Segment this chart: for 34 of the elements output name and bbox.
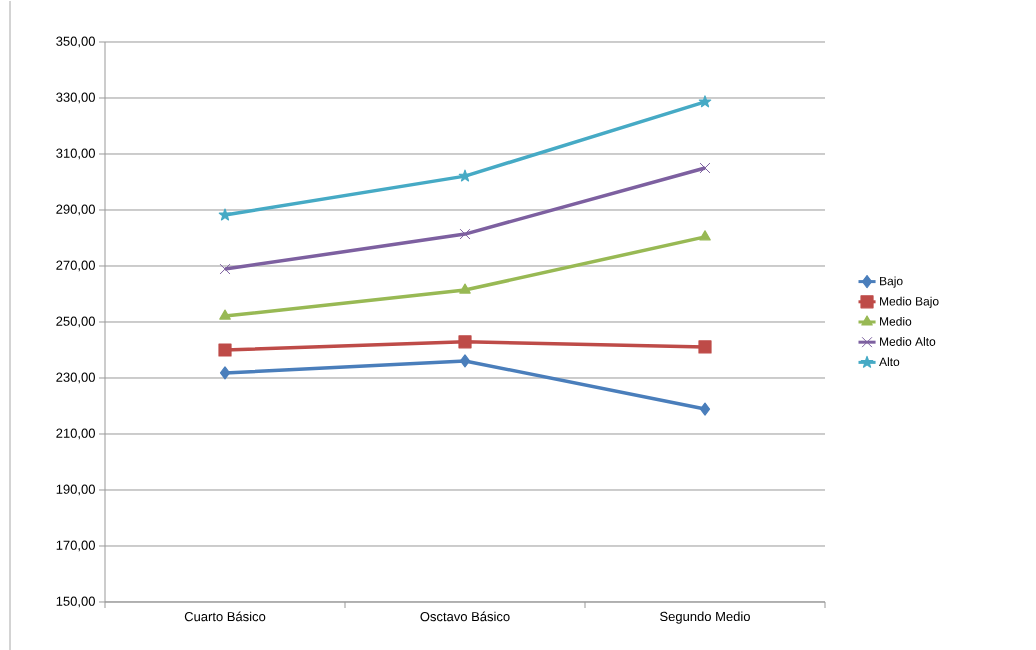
y-tick-label: 210,00 [56, 428, 95, 440]
x-tick-label: Segundo Medio [660, 611, 750, 624]
point [458, 169, 472, 182]
y-tick-label: 330,00 [56, 92, 95, 104]
y-tick-label: 310,00 [56, 148, 95, 160]
legend-label: Medio Bajo [880, 296, 939, 308]
y-tick-label: 150,00 [56, 596, 95, 608]
y-tick-label: 190,00 [56, 484, 95, 496]
point [219, 366, 231, 380]
point [219, 263, 231, 275]
legend-label: Medio [880, 316, 912, 326]
legend-label: Medio Alto [880, 336, 936, 346]
point [458, 335, 472, 349]
point [699, 402, 711, 416]
y-tick-label: 170,00 [56, 540, 95, 552]
y-tick-label: 290,00 [56, 204, 95, 216]
x-tick-label: Cuarto Básico [184, 611, 266, 621]
point [219, 309, 231, 320]
legend-label: Bajo [880, 276, 903, 288]
point [459, 228, 471, 240]
x-tick-label: Osctavo Básico [420, 611, 510, 621]
y-tick-label: 270,00 [56, 260, 95, 272]
point [699, 230, 711, 241]
point [218, 343, 232, 357]
point [218, 208, 232, 221]
point [459, 354, 471, 368]
y-tick-label: 230,00 [56, 372, 95, 384]
point [698, 340, 712, 354]
point [699, 162, 711, 174]
y-tick-label: 250,00 [56, 316, 95, 328]
y-tick-label: 350,00 [56, 36, 95, 48]
point [698, 95, 712, 108]
point [459, 283, 471, 294]
legend-label: Alto [879, 357, 900, 366]
